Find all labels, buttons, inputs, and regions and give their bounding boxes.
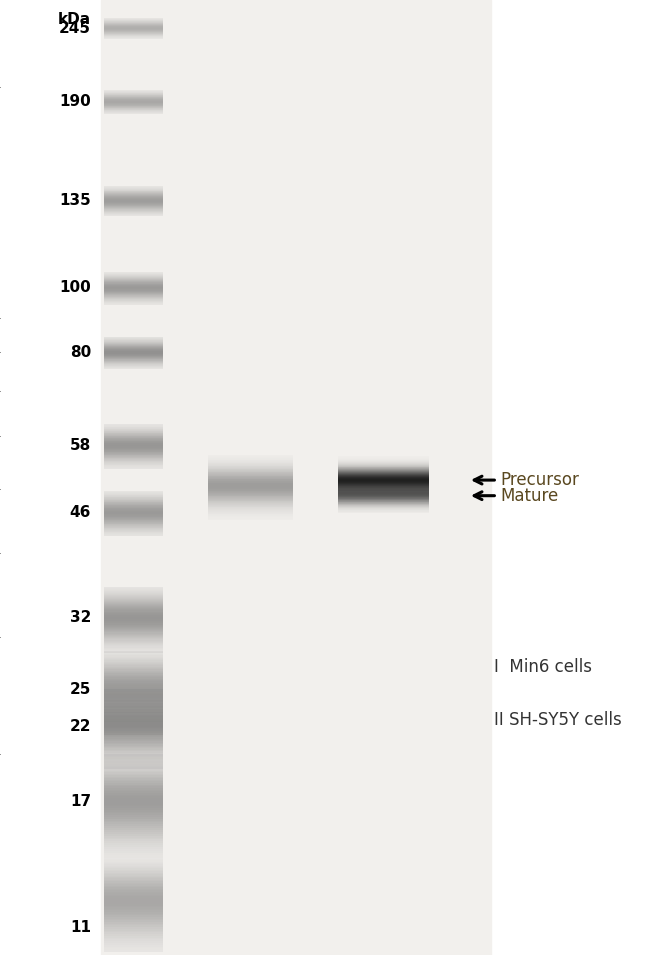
Text: 11: 11: [70, 920, 91, 935]
Text: 135: 135: [59, 193, 91, 208]
Text: 58: 58: [70, 438, 91, 453]
Text: I  Min6 cells: I Min6 cells: [494, 658, 592, 676]
Text: Mature: Mature: [500, 487, 559, 504]
Text: 245: 245: [59, 21, 91, 35]
Text: 22: 22: [70, 719, 91, 734]
Text: 46: 46: [70, 505, 91, 520]
Text: kDa: kDa: [58, 12, 91, 27]
Text: 32: 32: [70, 610, 91, 626]
Text: Precursor: Precursor: [500, 471, 579, 489]
Text: 17: 17: [70, 794, 91, 809]
Text: 190: 190: [59, 95, 91, 109]
Text: 100: 100: [59, 281, 91, 295]
Text: II SH-SY5Y cells: II SH-SY5Y cells: [494, 711, 622, 729]
Text: 80: 80: [70, 345, 91, 360]
Text: 25: 25: [70, 682, 91, 697]
